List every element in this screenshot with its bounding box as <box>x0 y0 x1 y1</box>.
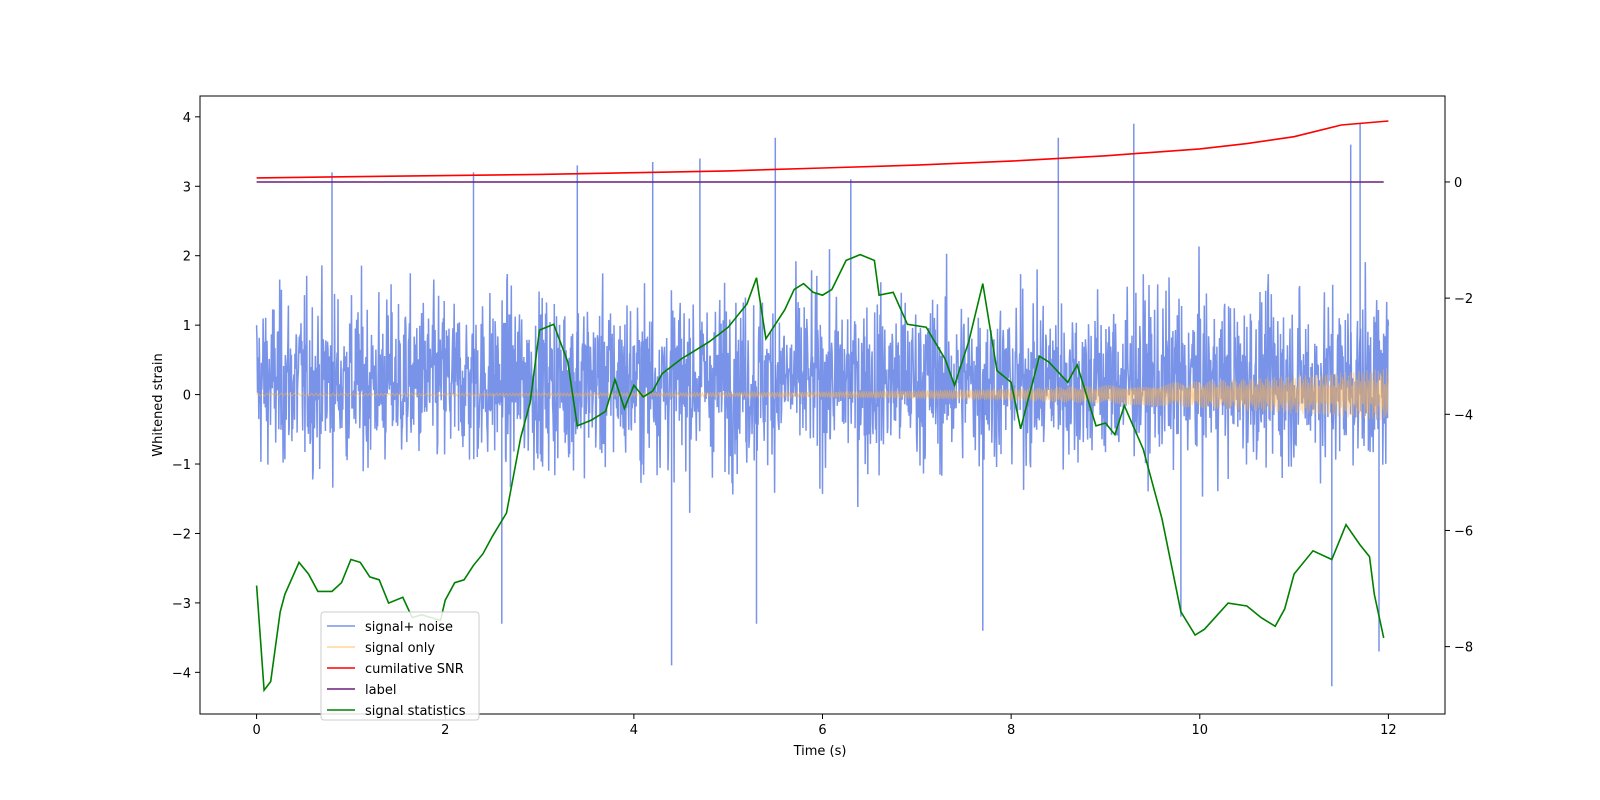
y-tick-label: 4 <box>183 111 191 126</box>
legend-label: signal+ noise <box>365 620 453 635</box>
x-tick-label: 6 <box>818 723 826 738</box>
y-tick-label: −1 <box>172 458 191 473</box>
series-layer <box>255 120 1390 693</box>
legend-label: signal statistics <box>365 704 466 719</box>
y-tick-label: 0 <box>183 389 191 404</box>
x-tick-label: 0 <box>252 723 260 738</box>
legend-label: cumilative SNR <box>365 662 464 677</box>
y-axis-left: 4 3 2 1 0 −1 −2 −3 −4 <box>172 111 200 681</box>
series-signal-statistics-line <box>255 253 1385 693</box>
y-tick-label: −4 <box>172 666 191 681</box>
y-tick-label: −3 <box>172 597 191 612</box>
x-tick-label: 4 <box>630 723 638 738</box>
x-tick-label: 12 <box>1380 723 1397 738</box>
y-tick-label: −2 <box>172 527 191 542</box>
x-axis-label: Time (s) <box>793 744 847 759</box>
y2-tick-label: 0 <box>1454 176 1462 191</box>
legend: signal+ noise signal only cumilative SNR la… <box>320 611 480 721</box>
x-axis: 0 2 4 6 8 10 12 <box>252 714 1397 738</box>
y-axis-label: Whitened strain <box>151 353 166 456</box>
legend-label: label <box>365 683 396 698</box>
y-tick-label: 3 <box>183 180 191 195</box>
y2-tick-label: −6 <box>1454 524 1473 539</box>
y-axis-right: 0 −2 −4 −6 −8 <box>1445 176 1473 656</box>
series-cumulative-snr-line <box>256 120 1389 179</box>
y2-tick-label: −4 <box>1454 408 1473 423</box>
y2-tick-label: −2 <box>1454 292 1473 307</box>
legend-box <box>320 611 480 721</box>
series-signal-plus-noise-peaks <box>331 123 1380 687</box>
x-tick-label: 10 <box>1191 723 1208 738</box>
series-signal-only-line <box>256 368 1389 421</box>
y-tick-label: 1 <box>183 319 191 334</box>
legend-label: signal only <box>365 641 435 656</box>
x-tick-label: 2 <box>441 723 449 738</box>
y-tick-label: 2 <box>183 250 191 265</box>
x-tick-label: 8 <box>1007 723 1015 738</box>
series-signal-plus-noise-line <box>255 246 1390 513</box>
y2-tick-label: −8 <box>1454 641 1473 656</box>
